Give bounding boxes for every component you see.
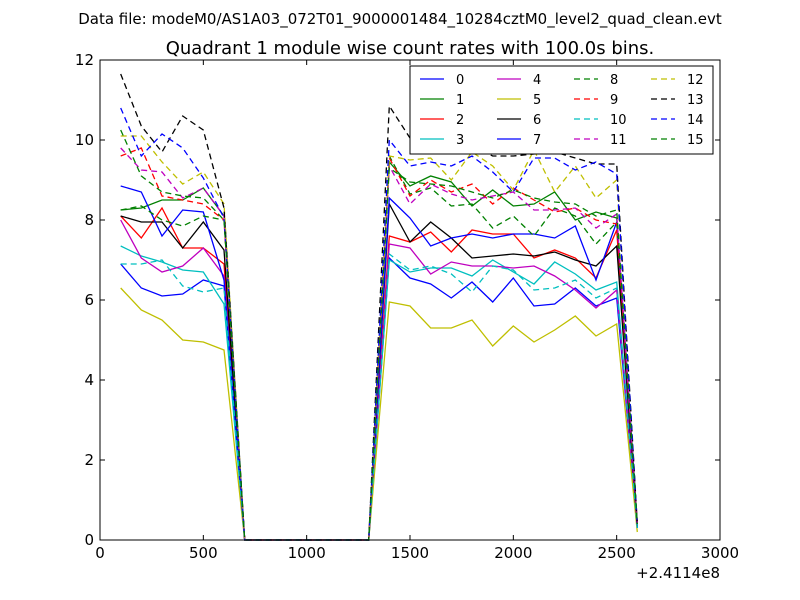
legend-label-1: 1 bbox=[456, 93, 464, 108]
x-tick-label: 0 bbox=[95, 544, 105, 562]
x-tick-label: 3000 bbox=[701, 544, 739, 562]
y-tick-label: 12 bbox=[75, 51, 94, 69]
x-tick-label: 1000 bbox=[288, 544, 326, 562]
legend-label-14: 14 bbox=[687, 113, 704, 128]
series-layer bbox=[120, 73, 638, 541]
legend-label-8: 8 bbox=[610, 73, 618, 88]
y-tick-label: 4 bbox=[84, 371, 94, 389]
x-tick-label: 500 bbox=[189, 544, 218, 562]
series-line-12 bbox=[120, 135, 638, 541]
legend-label-15: 15 bbox=[687, 133, 704, 148]
legend-label-10: 10 bbox=[610, 113, 627, 128]
plot-frame bbox=[99, 59, 721, 541]
x-tick-label: 1500 bbox=[391, 544, 429, 562]
series-line-5 bbox=[120, 287, 638, 541]
legend-label-12: 12 bbox=[687, 73, 704, 88]
y-tick-label: 2 bbox=[84, 451, 94, 469]
x-tick-label: 2000 bbox=[494, 544, 532, 562]
x-tick-label: 2500 bbox=[598, 544, 636, 562]
legend-label-5: 5 bbox=[533, 93, 541, 108]
legend-label-2: 2 bbox=[456, 113, 464, 128]
legend-label-0: 0 bbox=[456, 73, 464, 88]
chart-suptitle: Data file: modeM0/AS1A03_072T01_90000014… bbox=[78, 10, 722, 29]
x-offset-label: +2.4114e8 bbox=[636, 564, 720, 582]
legend-label-9: 9 bbox=[610, 93, 618, 108]
series-line-7 bbox=[120, 185, 638, 541]
legend-label-7: 7 bbox=[533, 133, 541, 148]
chart-title: Quadrant 1 module wise count rates with … bbox=[166, 38, 655, 59]
series-line-11 bbox=[120, 147, 638, 541]
series-line-9 bbox=[120, 147, 638, 541]
series-line-14 bbox=[120, 107, 638, 541]
y-tick-label: 6 bbox=[84, 291, 94, 309]
legend-label-6: 6 bbox=[533, 113, 541, 128]
y-tick-label: 0 bbox=[84, 531, 94, 549]
series-line-8 bbox=[120, 153, 638, 541]
y-tick-label: 8 bbox=[84, 211, 94, 229]
y-tick-label: 10 bbox=[75, 131, 94, 149]
legend-label-11: 11 bbox=[610, 133, 627, 148]
legend-label-4: 4 bbox=[533, 73, 541, 88]
legend-label-3: 3 bbox=[456, 133, 464, 148]
series-line-15 bbox=[120, 129, 638, 541]
legend-label-13: 13 bbox=[687, 93, 704, 108]
